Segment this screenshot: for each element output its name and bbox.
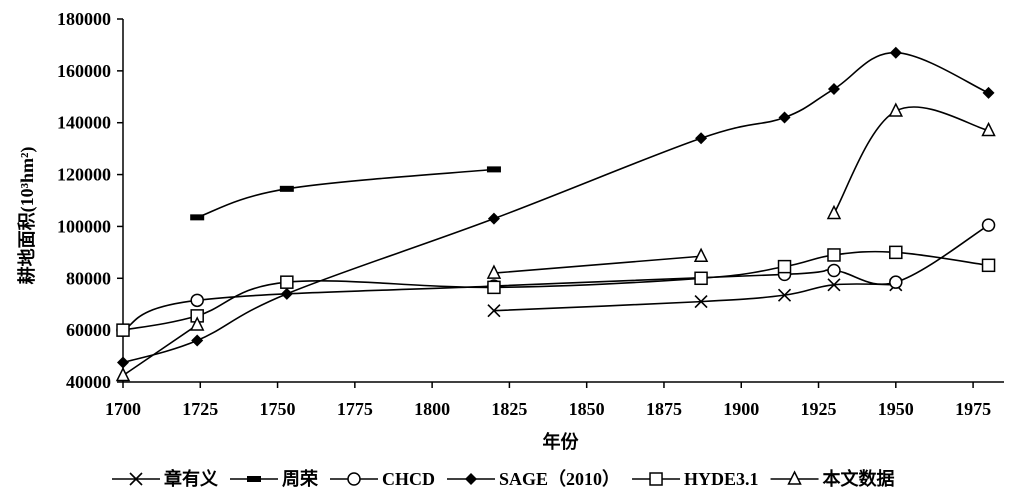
diamond-marker xyxy=(778,111,791,124)
triangle-marker xyxy=(693,247,709,262)
x-tick-label: 1900 xyxy=(723,399,759,419)
legend-label: 周荣 xyxy=(282,468,319,489)
square-marker xyxy=(649,472,663,486)
x-marker xyxy=(694,295,708,309)
y-tick-label: 40000 xyxy=(66,372,111,392)
series-3 xyxy=(117,46,995,369)
x-tick-label: 1825 xyxy=(491,399,527,419)
diamond-marker xyxy=(191,334,204,347)
square-marker xyxy=(889,245,903,260)
legend: 章有义 周荣 CHCD SAGE（2010） HYDE3.1 本文数据 xyxy=(112,468,895,489)
diamond-marker xyxy=(487,212,500,225)
square-marker xyxy=(116,323,130,337)
circle-marker xyxy=(889,275,903,289)
legend-item: CHCD xyxy=(330,469,435,489)
x-marker xyxy=(129,472,143,486)
legend-item: 本文数据 xyxy=(770,468,895,489)
series-line xyxy=(122,250,989,331)
series-line xyxy=(196,168,495,219)
series-2 xyxy=(116,218,996,337)
legend-label: CHCD xyxy=(382,469,435,489)
legend-item: HYDE3.1 xyxy=(632,469,759,489)
square-marker xyxy=(694,271,708,286)
legend-label: 章有义 xyxy=(164,468,218,489)
y-axis-label: 耕地面积(10³hm²) xyxy=(16,147,38,285)
square-marker xyxy=(487,280,501,295)
diamond-marker xyxy=(117,356,129,369)
legend-label: SAGE（2010） xyxy=(499,469,620,489)
x-marker xyxy=(487,304,501,318)
diamond-marker xyxy=(982,86,995,99)
y-tick-label: 160000 xyxy=(57,61,111,81)
x-tick-label: 1975 xyxy=(955,399,991,419)
bar-marker xyxy=(279,185,294,192)
series-line xyxy=(122,51,989,364)
x-axis-label: 年份 xyxy=(543,431,580,452)
axes: 40000 60000 80000 100000 120000 140000 160000 1… xyxy=(57,9,1004,419)
x-tick-label: 1750 xyxy=(260,399,296,419)
x-tick-label: 1875 xyxy=(646,399,682,419)
diamond-marker xyxy=(889,46,902,59)
y-tick-label: 140000 xyxy=(57,113,111,133)
y-tick-label: 80000 xyxy=(66,268,111,288)
series-line xyxy=(493,283,896,312)
circle-marker xyxy=(981,218,996,232)
series-0 xyxy=(487,278,903,318)
circle-marker xyxy=(190,293,204,308)
bar-marker xyxy=(486,166,501,173)
bar-marker xyxy=(247,476,261,482)
x-tick-label: 1925 xyxy=(801,399,837,419)
bar-marker xyxy=(190,214,205,221)
diamond-marker xyxy=(280,287,293,300)
axis-labels: 年份 耕地面积(10³hm²) xyxy=(16,147,579,452)
diamond-marker xyxy=(465,473,477,485)
y-tick-label: 100000 xyxy=(57,216,111,236)
diamond-marker xyxy=(827,83,840,96)
circle-marker xyxy=(347,472,361,486)
y-tick-label: 60000 xyxy=(66,320,111,340)
y-tick-label: 180000 xyxy=(57,9,111,29)
legend-label: HYDE3.1 xyxy=(684,469,759,489)
x-tick-label: 1775 xyxy=(337,399,373,419)
x-marker xyxy=(827,278,841,292)
series-group xyxy=(115,46,996,382)
square-marker xyxy=(981,258,996,273)
series-1 xyxy=(190,166,501,221)
triangle-marker xyxy=(826,204,842,220)
series-4 xyxy=(116,245,996,337)
x-marker xyxy=(777,288,792,302)
triangle-marker xyxy=(115,366,131,382)
triangle-marker xyxy=(189,316,205,331)
legend-item: 章有义 xyxy=(112,468,218,489)
series-line xyxy=(122,324,198,377)
legend-item: 周荣 xyxy=(230,468,319,489)
series-line xyxy=(122,224,989,331)
x-tick-label: 1950 xyxy=(878,399,914,419)
series-5 xyxy=(115,102,996,382)
triangle-marker xyxy=(981,121,996,137)
x-tick-label: 1850 xyxy=(569,399,605,419)
legend-label: 本文数据 xyxy=(823,468,895,489)
circle-marker xyxy=(827,263,841,278)
triangle-marker xyxy=(787,470,802,485)
x-tick-label: 1725 xyxy=(182,399,218,419)
x-tick-label: 1700 xyxy=(105,399,141,419)
square-marker xyxy=(827,248,841,262)
square-marker xyxy=(777,259,792,274)
series-line xyxy=(833,106,989,214)
y-tick-label: 120000 xyxy=(57,165,111,185)
diamond-marker xyxy=(695,132,708,145)
triangle-marker xyxy=(888,102,904,117)
triangle-marker xyxy=(486,264,502,279)
square-marker xyxy=(280,275,294,289)
legend-item: SAGE（2010） xyxy=(447,469,620,489)
series-line xyxy=(493,255,702,274)
x-tick-label: 1800 xyxy=(414,399,450,419)
